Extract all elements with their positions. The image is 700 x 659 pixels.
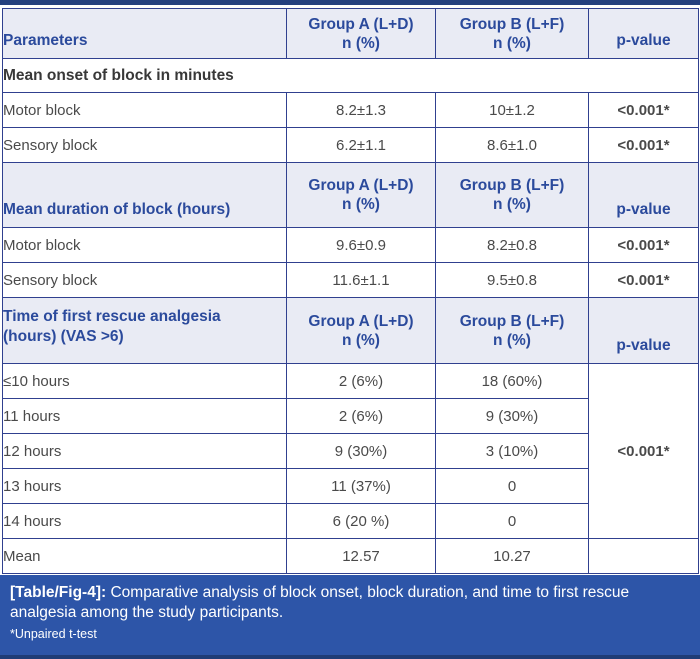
column-header-duration: Mean duration of block (hours): [2, 162, 287, 228]
header-row-onset: Parameters Group A (L+D) n (%) Group B (…: [2, 8, 699, 59]
column-header-pvalue: p-value: [588, 297, 699, 364]
header-row-rescue-analgesia: Time of first rescue analgesia (hours) (…: [2, 297, 699, 364]
section-row-onset-title: Mean onset of block in minutes: [2, 58, 699, 93]
group-a-cell: 11.6±1.1: [286, 262, 436, 298]
group-b-cell: 9.5±0.8: [435, 262, 589, 298]
group-b-name: Group B (L+F): [459, 15, 565, 33]
group-a-name: Group A (L+D): [308, 15, 414, 33]
group-b-cell: 0: [435, 503, 589, 539]
group-a-name: Group A (L+D): [308, 312, 414, 330]
header-row-duration: Mean duration of block (hours) Group A (…: [2, 162, 699, 228]
group-a-cell: 2 (6%): [286, 398, 436, 434]
param-cell: 13 hours: [2, 468, 287, 504]
group-b-cell: 10±1.2: [435, 92, 589, 128]
group-a-cell: 2 (6%): [286, 363, 436, 399]
caption-band: [Table/Fig-4]: Comparative analysis of b…: [0, 575, 700, 659]
param-cell: Motor block: [2, 92, 287, 128]
pvalue-cell: <0.001*: [588, 92, 699, 128]
caption-text: Comparative analysis of block onset, blo…: [10, 584, 630, 621]
footnote: *Unpaired t-test: [10, 627, 97, 641]
column-header-group-a: Group A (L+D) n (%): [286, 162, 436, 228]
group-b-cell: 10.27: [435, 538, 589, 574]
group-b-units: n (%): [493, 196, 531, 213]
column-header-parameters: Parameters: [2, 8, 287, 59]
group-a-cell: 6 (20 %): [286, 503, 436, 539]
group-b-cell: 3 (10%): [435, 433, 589, 469]
column-header-group-b: Group B (L+F) n (%): [435, 297, 589, 364]
param-cell: Mean: [2, 538, 287, 574]
param-cell: 14 hours: [2, 503, 287, 539]
table-row: 11 hours 2 (6%) 9 (30%): [2, 398, 699, 434]
pvalue-cell: <0.001*: [588, 127, 699, 163]
column-header-rescue-analgesia: Time of first rescue analgesia (hours) (…: [2, 297, 287, 364]
param-cell: ≤10 hours: [2, 363, 287, 399]
rescue-header-line2: (hours) (VAS >6): [3, 327, 124, 345]
group-a-cell: 6.2±1.1: [286, 127, 436, 163]
table-row: Sensory block 11.6±1.1 9.5±0.8 <0.001*: [2, 262, 699, 298]
caption-label: [Table/Fig-4]:: [10, 584, 107, 601]
group-b-cell: 18 (60%): [435, 363, 589, 399]
group-a-cell: 8.2±1.3: [286, 92, 436, 128]
group-a-units: n (%): [342, 196, 380, 213]
param-cell: 11 hours: [2, 398, 287, 434]
group-a-cell: 11 (37%): [286, 468, 436, 504]
group-b-cell: 9 (30%): [435, 398, 589, 434]
caption: [Table/Fig-4]: Comparative analysis of b…: [10, 583, 690, 623]
param-cell: Sensory block: [2, 127, 287, 163]
group-b-cell: 8.6±1.0: [435, 127, 589, 163]
top-accent-bar: [0, 0, 700, 5]
group-b-units: n (%): [493, 331, 531, 349]
section-title: Mean onset of block in minutes: [2, 58, 699, 93]
column-header-pvalue: p-value: [588, 162, 699, 228]
pvalue-cell: <0.001*: [588, 262, 699, 298]
table-row: Motor block 8.2±1.3 10±1.2 <0.001*: [2, 92, 699, 128]
column-header-group-b: Group B (L+F) n (%): [435, 162, 589, 228]
column-header-group-a: Group A (L+D) n (%): [286, 8, 436, 59]
group-a-cell: 9 (30%): [286, 433, 436, 469]
group-a-units: n (%): [342, 34, 380, 52]
rescue-header-line1: Time of first rescue analgesia: [3, 307, 221, 325]
column-header-group-b: Group B (L+F) n (%): [435, 8, 589, 59]
column-header-group-a: Group A (L+D) n (%): [286, 297, 436, 364]
group-b-cell: 8.2±0.8: [435, 227, 589, 263]
table-row: Sensory block 6.2±1.1 8.6±1.0 <0.001*: [2, 127, 699, 163]
group-b-units: n (%): [493, 34, 531, 52]
table-row: 12 hours 9 (30%) 3 (10%): [2, 433, 699, 469]
pvalue-cell: <0.001*: [588, 227, 699, 263]
table-row-mean: Mean 12.57 10.27: [2, 538, 699, 574]
table-row: 13 hours 11 (37%) 0: [2, 468, 699, 504]
pvalue-cell-merged: <0.001*: [588, 363, 699, 539]
param-cell: Sensory block: [2, 262, 287, 298]
group-a-cell: 12.57: [286, 538, 436, 574]
table-fig-4: Parameters Group A (L+D) n (%) Group B (…: [2, 8, 699, 574]
table-row: Motor block 9.6±0.9 8.2±0.8 <0.001*: [2, 227, 699, 263]
group-b-cell: 0: [435, 468, 589, 504]
pvalue-cell-empty: [588, 538, 699, 574]
group-a-name: Group A (L+D): [308, 177, 414, 194]
table-row: 14 hours 6 (20 %) 0: [2, 503, 699, 539]
column-header-pvalue: p-value: [588, 8, 699, 59]
table-row: ≤10 hours 2 (6%) 18 (60%) <0.001*: [2, 363, 699, 539]
group-b-name: Group B (L+F): [459, 312, 565, 330]
param-cell: Motor block: [2, 227, 287, 263]
group-a-cell: 9.6±0.9: [286, 227, 436, 263]
group-a-units: n (%): [342, 331, 380, 349]
group-b-name: Group B (L+F): [459, 177, 565, 194]
param-cell: 12 hours: [2, 433, 287, 469]
